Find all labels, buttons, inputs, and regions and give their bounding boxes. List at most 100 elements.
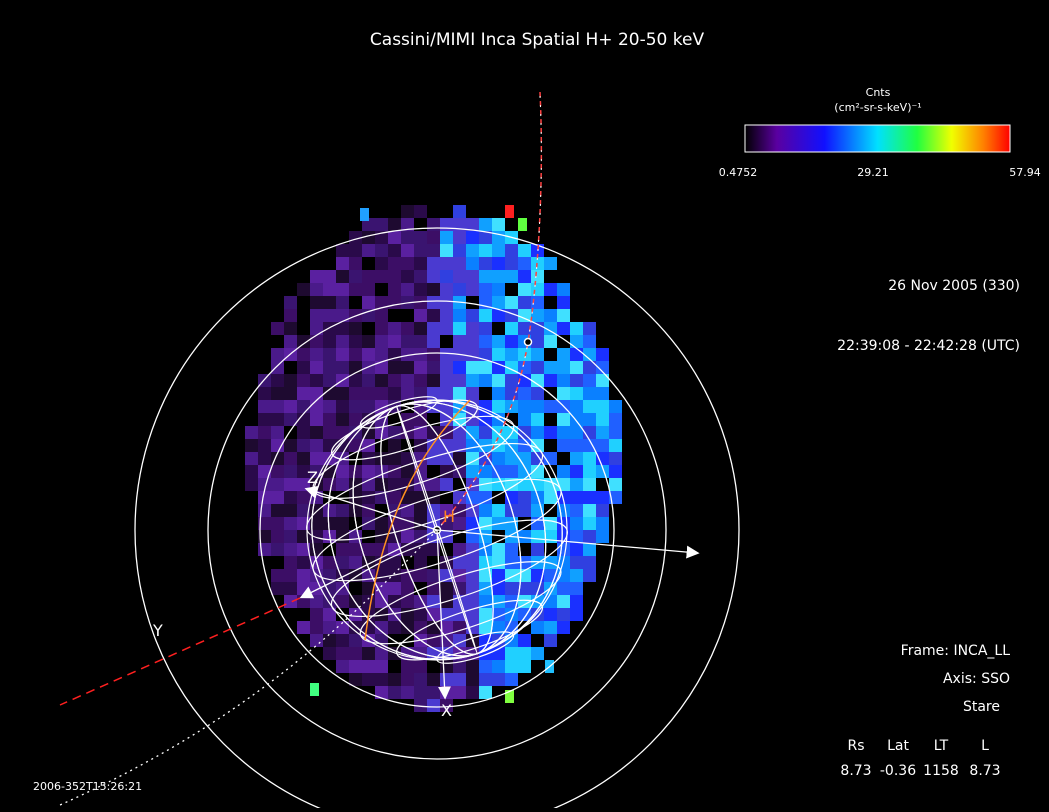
pixel <box>362 374 375 387</box>
pixel <box>362 296 375 309</box>
pixel <box>427 569 440 582</box>
pixel <box>570 426 583 439</box>
pixel <box>401 231 414 244</box>
pixel <box>388 335 401 348</box>
pixel <box>375 270 388 283</box>
pixel <box>349 374 362 387</box>
pixel <box>531 426 544 439</box>
pixel <box>362 270 375 283</box>
pixel <box>479 309 492 322</box>
pixel <box>401 452 414 465</box>
pixel <box>492 595 505 608</box>
pixel <box>583 478 596 491</box>
pixel <box>362 621 375 634</box>
pixel <box>388 257 401 270</box>
pixel <box>401 621 414 634</box>
pixel <box>570 608 583 621</box>
ephemeris-table: Rs 8.73 Lat -0.36 LT 1158 L 8.73 <box>840 738 1000 779</box>
pixel <box>518 374 531 387</box>
pixel <box>557 387 570 400</box>
pixel <box>258 413 271 426</box>
pixel <box>310 517 323 530</box>
pixel <box>531 348 544 361</box>
pixel <box>583 439 596 452</box>
pixel <box>349 673 362 686</box>
trajectory-line <box>436 95 542 531</box>
pixel <box>414 608 427 621</box>
pixel <box>518 647 531 660</box>
pixel <box>466 556 479 569</box>
pixel <box>583 348 596 361</box>
pixel <box>518 348 531 361</box>
table-header: Rs <box>847 738 864 754</box>
pixel <box>557 543 570 556</box>
pixel <box>284 465 297 478</box>
pixel <box>258 478 271 491</box>
pixel <box>557 621 570 634</box>
pixel <box>297 569 310 582</box>
pixel <box>349 400 362 413</box>
pixel <box>531 465 544 478</box>
pixel <box>505 452 518 465</box>
pixel <box>492 478 505 491</box>
pixel <box>414 439 427 452</box>
pixel <box>349 621 362 634</box>
pixel <box>349 647 362 660</box>
pixel <box>336 478 349 491</box>
pixel <box>336 361 349 374</box>
pixel <box>245 465 258 478</box>
pixel <box>596 361 609 374</box>
frame: Frame: INCA_LL <box>901 643 1011 659</box>
table-header: Lat <box>887 738 909 754</box>
pixel <box>479 426 492 439</box>
pixel <box>596 504 609 517</box>
pixel <box>505 348 518 361</box>
pixel <box>466 387 479 400</box>
pixel <box>479 608 492 621</box>
pixel <box>531 309 544 322</box>
pixel <box>505 439 518 452</box>
pixel <box>427 335 440 348</box>
z-label: Z <box>307 468 318 487</box>
pixel <box>544 608 557 621</box>
pixel <box>362 647 375 660</box>
pixel <box>479 361 492 374</box>
pixel <box>453 231 466 244</box>
pixel <box>544 621 557 634</box>
pixel <box>492 270 505 283</box>
pixel <box>518 309 531 322</box>
pixel <box>323 504 336 517</box>
pixel <box>401 283 414 296</box>
pixel <box>596 452 609 465</box>
pixel <box>388 296 401 309</box>
pixel <box>531 439 544 452</box>
pixel <box>531 608 544 621</box>
pixel <box>570 452 583 465</box>
pixel <box>570 465 583 478</box>
pixel <box>440 517 453 530</box>
pixel <box>310 387 323 400</box>
h-label: H <box>443 507 455 526</box>
pixel <box>492 569 505 582</box>
pixel <box>479 283 492 296</box>
pixel <box>596 439 609 452</box>
pixel <box>362 582 375 595</box>
pixel <box>440 478 453 491</box>
pixel <box>557 283 570 296</box>
pixel <box>297 556 310 569</box>
pixel <box>609 478 622 491</box>
pixel <box>453 556 466 569</box>
pixel <box>388 244 401 257</box>
pixel <box>466 608 479 621</box>
pixel <box>336 413 349 426</box>
pixel <box>401 361 414 374</box>
pixel <box>596 413 609 426</box>
pixel <box>375 660 388 673</box>
pixel <box>557 413 570 426</box>
pixel <box>518 595 531 608</box>
pixel <box>570 439 583 452</box>
pixel <box>401 673 414 686</box>
pixel <box>349 413 362 426</box>
pixel <box>427 686 440 699</box>
pixel <box>570 348 583 361</box>
